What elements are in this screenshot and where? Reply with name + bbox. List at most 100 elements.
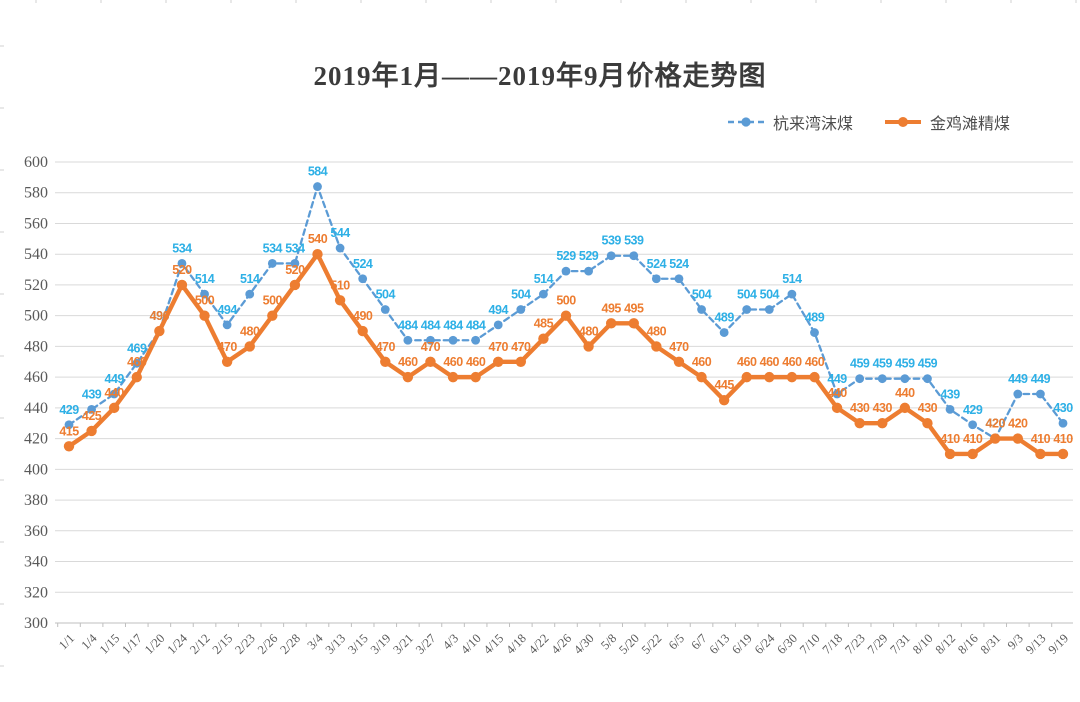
data-label: 490	[150, 309, 170, 323]
data-label: 539	[602, 234, 622, 248]
x-axis-tick-label: 6/5	[666, 631, 687, 652]
data-label: 504	[737, 288, 757, 302]
x-axis-tick-label: 6/19	[729, 631, 755, 657]
data-point-marker	[967, 448, 978, 460]
data-point-marker	[63, 441, 75, 452]
x-axis-tick-label: 8/16	[955, 631, 981, 657]
data-point-marker	[831, 402, 843, 414]
y-axis-tick-label: 500	[24, 308, 48, 325]
data-label: 459	[873, 357, 893, 371]
data-point-marker	[764, 371, 775, 383]
data-label: 495	[602, 301, 622, 315]
y-axis-tick-label: 600	[24, 154, 48, 171]
x-axis-tick-label: 1/1	[56, 631, 77, 652]
data-label: 470	[669, 340, 689, 354]
data-label: 459	[918, 357, 938, 371]
data-point-marker	[290, 259, 300, 268]
data-label: 534	[263, 241, 283, 255]
y-axis-tick-label: 520	[24, 277, 48, 294]
y-axis-tick-label: 300	[24, 615, 48, 632]
x-axis-tick-label: 6/24	[752, 631, 778, 657]
data-label: 449	[1008, 372, 1028, 386]
data-point-marker	[922, 418, 933, 429]
data-label: 470	[511, 340, 531, 354]
data-label: 490	[353, 309, 373, 323]
data-point-marker	[673, 356, 685, 367]
data-label: 485	[534, 317, 554, 331]
data-label: 430	[873, 401, 893, 415]
data-label: 470	[217, 340, 237, 354]
data-point-marker	[358, 274, 368, 284]
data-label: 480	[579, 324, 599, 338]
data-label: 445	[714, 378, 734, 392]
data-point-marker	[64, 420, 74, 430]
x-axis-tick-label: 3/13	[323, 631, 349, 657]
data-point-marker	[516, 305, 526, 314]
data-point-marker	[108, 402, 120, 414]
x-axis-tick-label: 5/8	[598, 631, 619, 652]
data-point-marker	[221, 356, 233, 367]
data-label: 460	[782, 355, 802, 369]
data-point-marker	[1058, 418, 1068, 428]
dashed-line-marker-icon	[728, 117, 764, 127]
data-point-marker	[426, 335, 435, 345]
data-point-marker	[990, 433, 1001, 444]
data-label: 439	[940, 387, 960, 401]
data-point-marker	[810, 328, 819, 337]
data-label: 430	[850, 401, 870, 415]
series-line-jinjitan	[66, 251, 1066, 457]
data-point-marker	[515, 356, 527, 367]
data-point-marker	[403, 335, 413, 345]
data-point-marker	[222, 320, 232, 330]
data-label: 534	[285, 241, 305, 255]
data-point-marker	[176, 279, 188, 291]
data-point-marker	[538, 333, 549, 344]
data-label: 524	[669, 257, 689, 271]
y-axis-tick-label: 560	[24, 215, 48, 232]
data-point-marker	[471, 335, 481, 345]
x-axis-tick-label: 4/26	[548, 631, 574, 657]
y-axis-tick-label: 340	[24, 554, 48, 571]
data-label: 489	[805, 311, 825, 325]
data-label: 469	[127, 341, 147, 355]
data-point-marker	[605, 318, 617, 329]
data-label: 410	[1053, 432, 1073, 446]
y-axis-tick-label: 400	[24, 461, 48, 478]
data-point-marker	[87, 405, 96, 414]
data-point-marker	[584, 266, 593, 276]
data-point-marker	[742, 305, 752, 314]
data-point-marker	[1057, 448, 1069, 460]
data-point-marker	[651, 341, 662, 352]
data-label: 460	[760, 355, 780, 369]
x-axis-tick-label: 2/23	[232, 631, 258, 657]
data-label: 459	[850, 357, 870, 371]
data-label: 410	[963, 432, 983, 446]
data-label: 494	[217, 303, 237, 317]
y-axis-tick-label: 460	[24, 369, 48, 386]
y-axis-tick-label: 580	[24, 185, 48, 202]
data-label: 484	[398, 318, 418, 332]
data-point-marker	[741, 371, 752, 383]
data-point-marker	[877, 418, 888, 429]
data-label: 484	[466, 318, 486, 332]
data-label: 514	[782, 272, 802, 286]
x-axis-tick-label: 8/31	[978, 631, 1004, 657]
y-axis-tick-label: 480	[24, 338, 48, 355]
x-axis-tick-label: 4/18	[503, 631, 529, 657]
data-label: 460	[443, 355, 463, 369]
y-axis-tick-label: 320	[24, 584, 48, 601]
data-label: 514	[195, 272, 215, 286]
data-point-marker	[335, 243, 345, 253]
x-axis-tick-label: 7/10	[797, 631, 823, 657]
x-axis-tick-label: 4/10	[458, 631, 484, 657]
data-label: 470	[421, 340, 441, 354]
y-axis-tick-label: 380	[24, 492, 48, 509]
data-point-marker	[832, 389, 842, 399]
legend-item-jinjitan: 金鸡滩精煤	[883, 110, 1010, 134]
data-point-marker	[786, 371, 798, 383]
data-label: 494	[489, 303, 509, 317]
data-label: 480	[240, 324, 260, 338]
data-point-marker	[448, 335, 458, 345]
data-label: 430	[918, 401, 938, 415]
